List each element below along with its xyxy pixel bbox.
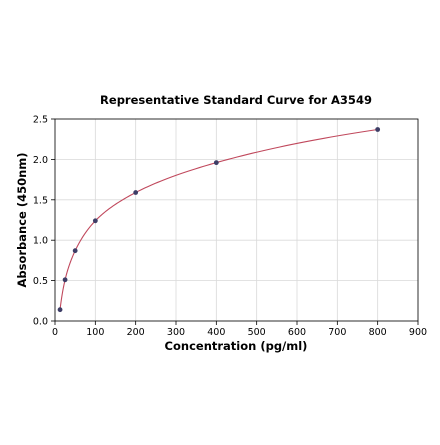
x-tick-label: 900 xyxy=(409,327,427,338)
y-axis-label: Absorbance (450nm) xyxy=(15,152,29,287)
plot-area-frame xyxy=(54,118,419,322)
x-axis-ticks: 0 100 200 300 400 500 600 700 800 900 xyxy=(52,321,427,338)
data-point xyxy=(62,277,68,283)
x-tick-label: 600 xyxy=(288,327,306,338)
y-tick-label: 2.0 xyxy=(33,155,48,166)
data-point xyxy=(375,127,381,132)
y-tick-label: 1.5 xyxy=(33,195,48,206)
x-tick-label: 500 xyxy=(248,327,266,338)
data-point xyxy=(92,218,98,224)
y-tick-label: 2.5 xyxy=(33,115,48,126)
x-axis-label: Concentration (pg/ml) xyxy=(165,339,308,353)
x-tick-label: 0 xyxy=(52,327,58,338)
x-tick-label: 700 xyxy=(328,327,346,338)
data-point xyxy=(133,190,139,195)
y-axis-ticks: 0.0 0.5 1.0 1.5 2.0 2.5 xyxy=(33,115,55,328)
fit-curve-layer xyxy=(59,128,378,310)
data-point xyxy=(57,307,63,313)
data-point xyxy=(72,248,78,254)
data-point xyxy=(213,160,219,166)
grid-layer xyxy=(54,118,419,322)
data-points-layer xyxy=(57,127,381,313)
chart-title: Representative Standard Curve for A3549 xyxy=(100,93,372,107)
fit-curve-line xyxy=(59,128,378,310)
y-tick-label: 0.0 xyxy=(33,317,48,328)
x-tick-label: 400 xyxy=(207,327,225,338)
y-tick-label: 1.0 xyxy=(33,236,48,247)
y-tick-label: 0.5 xyxy=(33,276,48,287)
x-tick-label: 300 xyxy=(167,327,185,338)
x-tick-label: 800 xyxy=(369,327,387,338)
x-tick-label: 100 xyxy=(86,327,104,338)
x-tick-label: 200 xyxy=(127,327,145,338)
